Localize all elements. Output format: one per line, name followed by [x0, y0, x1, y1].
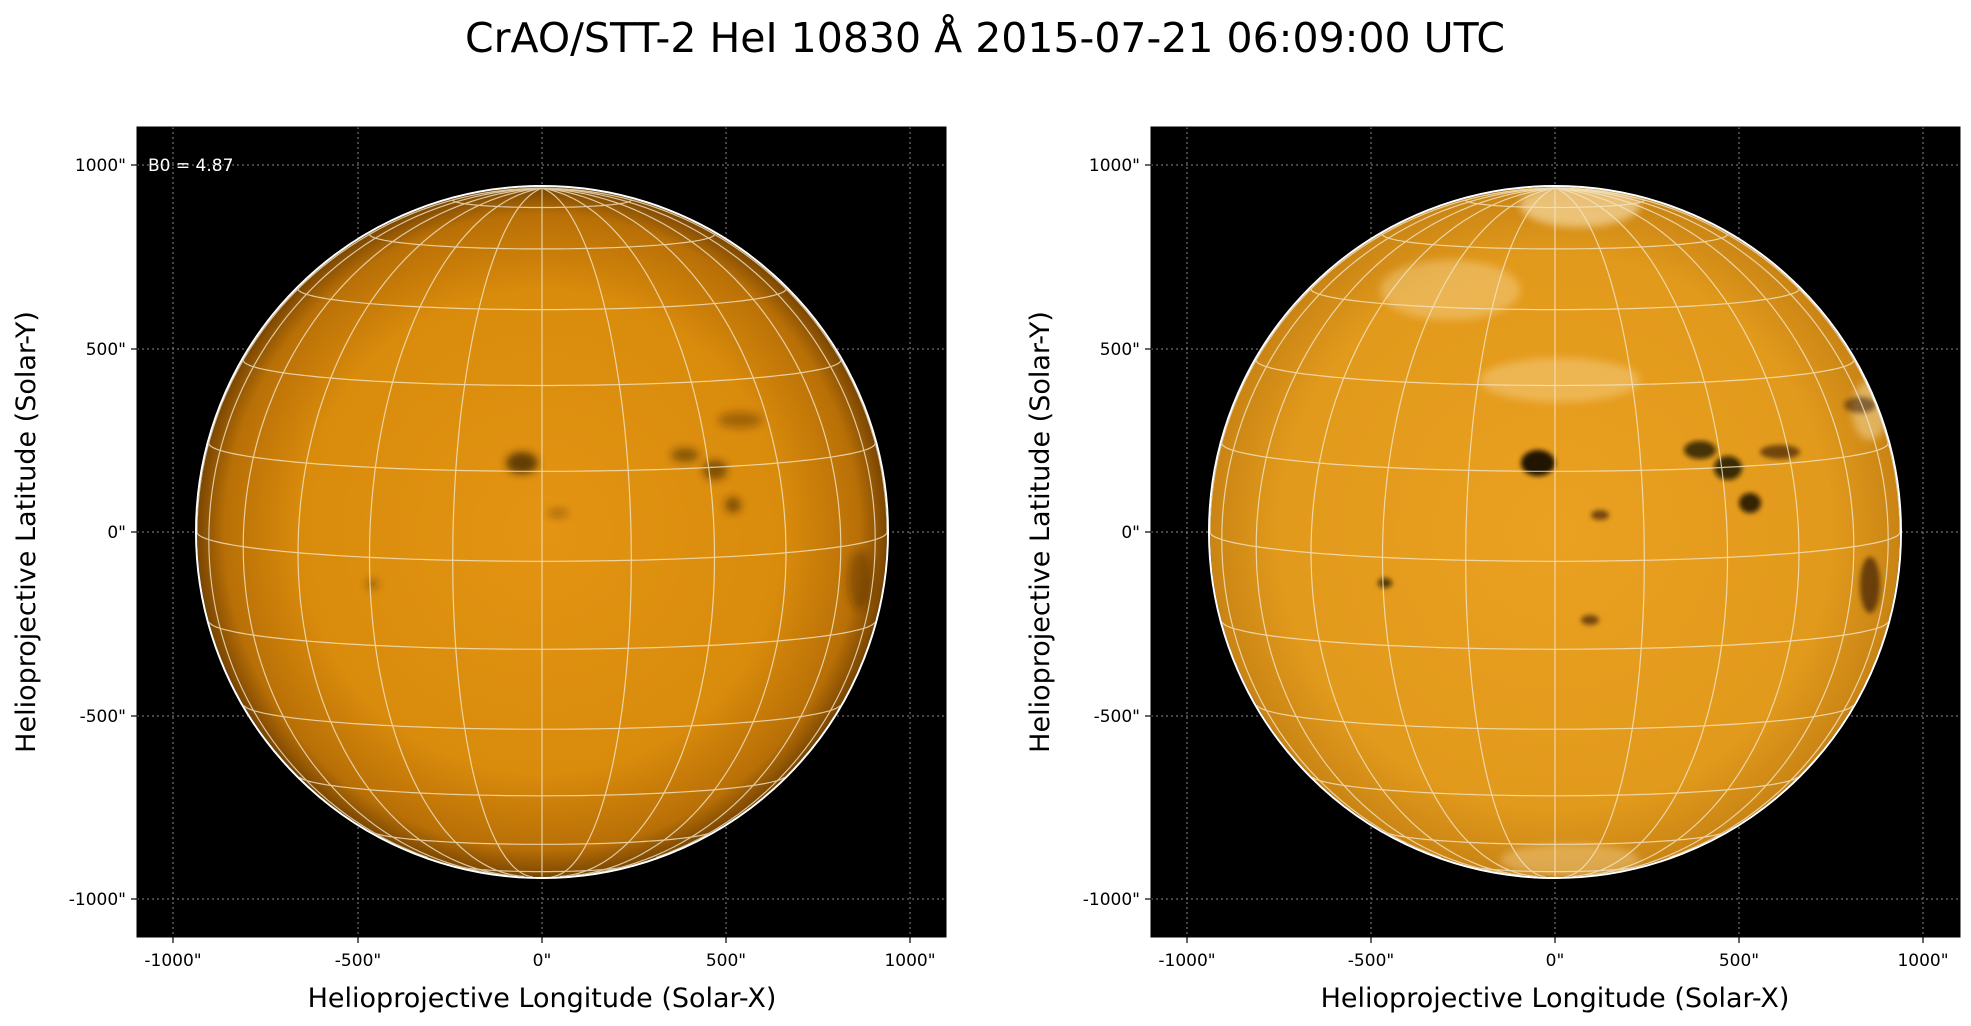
meridian-line [208, 187, 543, 859]
parallel-line [1384, 831, 1726, 845]
meridian-line [541, 187, 876, 859]
panel-left: B0 = 4.87 -1000" -500" 0" 500" 1000" 100… [11, 126, 947, 1014]
meridian-line [1554, 187, 1800, 876]
parallel-line [1221, 442, 1889, 472]
parallel-line [1256, 705, 1854, 730]
parallel-line [242, 359, 842, 387]
x-tick-label: -1000" [144, 951, 201, 971]
dark-feature [1378, 578, 1392, 588]
dark-feature [1844, 397, 1876, 413]
parallel-line [1255, 359, 1855, 387]
y-tick-label: 0" [1121, 523, 1140, 543]
dark-feature [718, 412, 762, 428]
y-tick-label: -1000" [69, 890, 126, 910]
dark-feature [1684, 441, 1716, 459]
y-axis-label: Helioprojective Latitude (Solar-Y) [11, 311, 42, 753]
x-axis-label: Helioprojective Longitude (Solar-X) [1321, 983, 1790, 1014]
meridian-line [1255, 187, 1556, 874]
parallel-line [299, 776, 785, 797]
dark-feature [671, 448, 699, 462]
meridian-line [541, 187, 787, 876]
parallel-line [452, 199, 632, 209]
dark-feature [848, 550, 872, 610]
meridian-line [297, 187, 543, 876]
x-tick-label: -500" [1348, 951, 1394, 971]
parallel-line [457, 866, 627, 873]
parallel-line [208, 442, 876, 472]
panel-right: -1000" -500" 0" 500" 1000" 1000" 500" 0"… [1025, 126, 1961, 1014]
meridian-line [452, 187, 543, 877]
meridian-line [1381, 187, 1556, 877]
dark-feature [1591, 510, 1609, 520]
dark-feature [725, 497, 741, 513]
y-tick-label: 0" [107, 523, 126, 543]
y-tick-label: 1000" [75, 156, 126, 176]
x-tick-label: 500" [706, 951, 746, 971]
parallel-line [1310, 288, 1800, 311]
x-tick-label: 0" [533, 951, 552, 971]
solar-limb [1208, 185, 1902, 879]
parallel-line [371, 831, 713, 845]
parallel-line [1465, 199, 1645, 209]
meridian-line [1221, 187, 1556, 859]
x-tick-label: 1000" [1897, 951, 1948, 971]
y-tick-label: 500" [86, 340, 126, 360]
bright-region [1380, 260, 1520, 320]
x-tick-label: -1000" [1158, 951, 1215, 971]
meridian-line [541, 187, 716, 877]
parallel-line [1210, 531, 1900, 562]
meridian-line [541, 187, 632, 877]
y-axis-label: Helioprojective Latitude (Solar-Y) [1025, 311, 1056, 753]
parallel-line [297, 288, 787, 311]
parallel-line [368, 234, 716, 250]
meridian-line [1554, 187, 1645, 877]
parallel-line [1221, 621, 1889, 650]
dark-feature [1739, 493, 1761, 513]
meridian-line [1554, 187, 1729, 877]
dark-feature [703, 460, 727, 480]
dark-feature [1860, 557, 1880, 613]
dark-feature [506, 452, 538, 474]
y-tick-label: 1000" [1089, 156, 1140, 176]
meridian-line [368, 187, 543, 877]
x-tick-label: 500" [1719, 951, 1759, 971]
meridian-line [1554, 187, 1889, 859]
x-tick-label: 1000" [884, 951, 935, 971]
parallel-line [1312, 776, 1798, 797]
y-tick-label: 500" [1100, 340, 1140, 360]
x-tick-label: -500" [335, 951, 381, 971]
figure-title: CrAO/STT-2 HeI 10830 Å 2015-07-21 06:09:… [465, 14, 1505, 62]
parallel-line [197, 531, 887, 562]
y-tick-label: -500" [1094, 707, 1140, 727]
meridian-line [1554, 187, 1855, 874]
y-tick-label: -500" [80, 707, 126, 727]
b0-annotation: B0 = 4.87 [148, 156, 233, 176]
dark-feature [1581, 615, 1599, 625]
meridian-line [242, 187, 543, 874]
dark-feature [1521, 450, 1555, 476]
dark-feature [366, 580, 378, 588]
parallel-line [208, 621, 876, 650]
meridian-line [1465, 187, 1556, 877]
x-axis-label: Helioprojective Longitude (Solar-X) [308, 983, 777, 1014]
bright-region [1480, 358, 1640, 402]
x-tick-label: 0" [1546, 951, 1565, 971]
solar-limb [195, 185, 889, 879]
parallel-line [1470, 866, 1640, 873]
y-tick-label: -1000" [1083, 890, 1140, 910]
meridian-line [1310, 187, 1556, 876]
parallel-line [1381, 234, 1729, 250]
dark-feature [1760, 445, 1800, 459]
meridian-line [541, 187, 842, 874]
dark-feature [548, 509, 568, 517]
parallel-line [243, 705, 841, 730]
